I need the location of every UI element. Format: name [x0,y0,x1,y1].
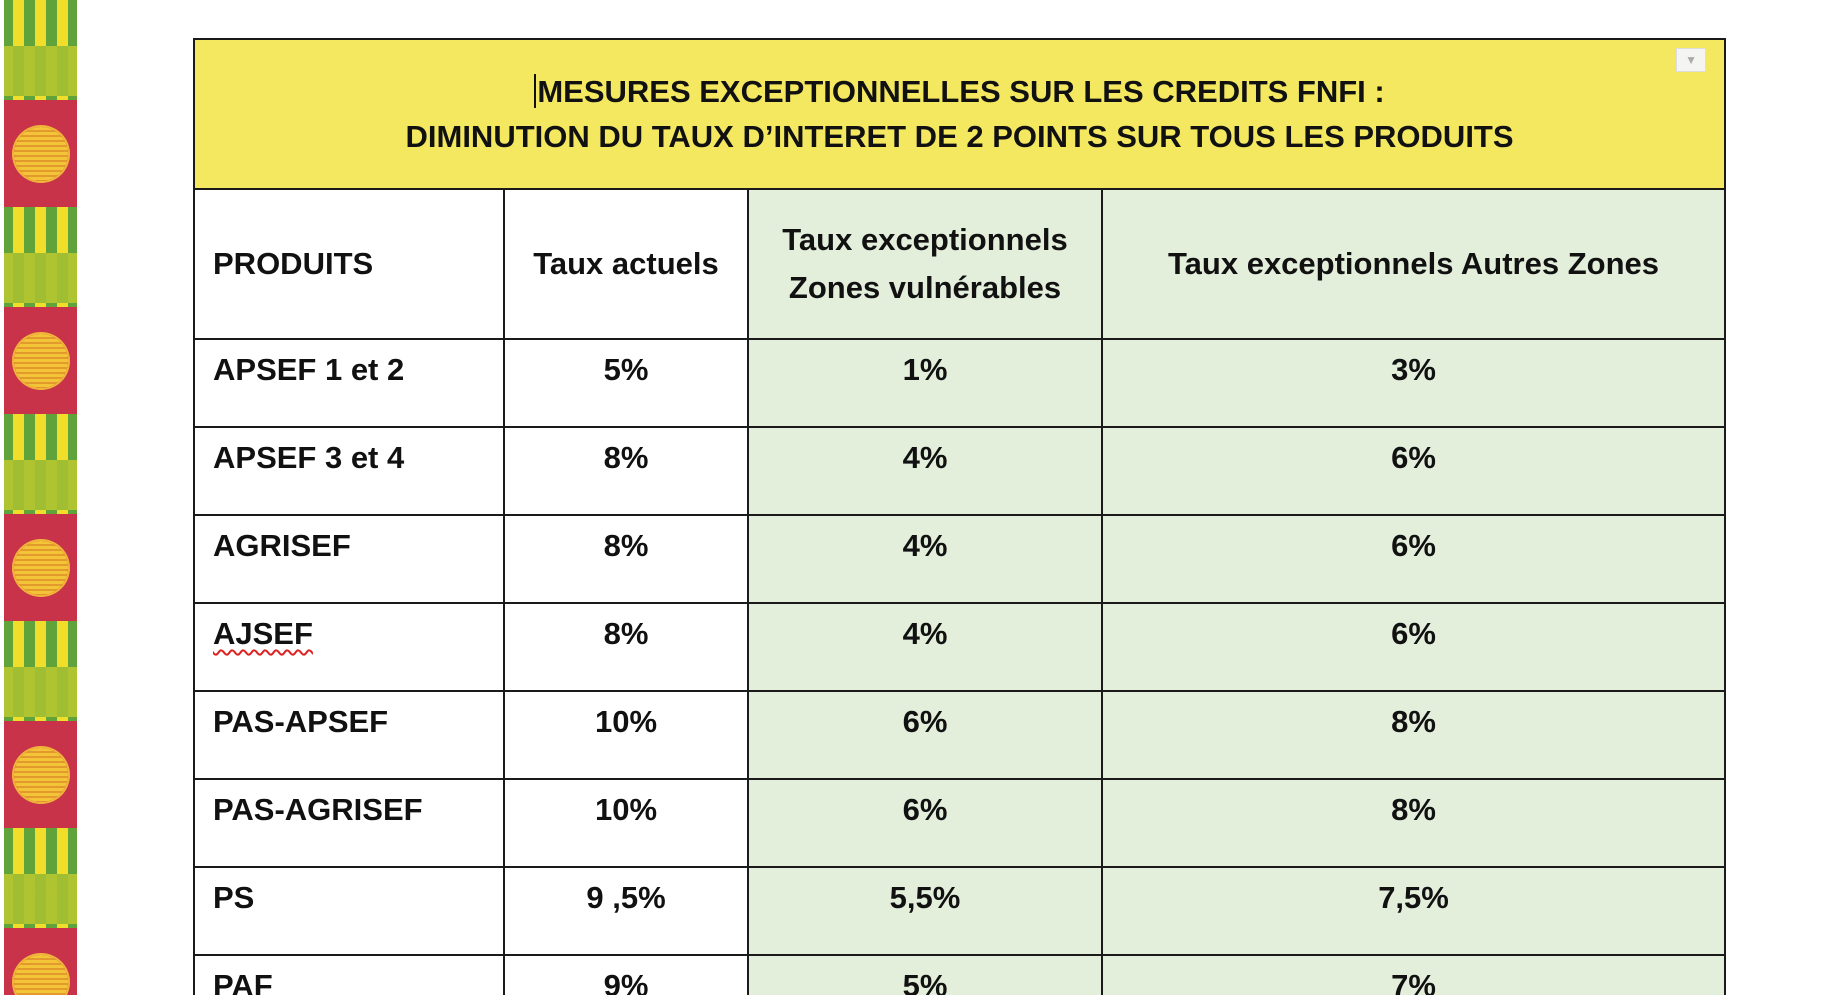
header-zones-vulnerables[interactable]: Taux exceptionnels Zones vulnérables [747,188,1103,340]
cell-taux-autres[interactable]: 8% [1100,690,1727,780]
cell-produit[interactable]: PAS-APSEF [193,690,505,780]
cell-taux-vulnerable[interactable]: 4% [747,514,1103,604]
cell-taux-vulnerable[interactable]: 5,5% [747,866,1103,956]
header-zones-vulnerables-line1: Taux exceptionnels [782,222,1068,257]
cell-produit[interactable]: AGRISEF [193,514,505,604]
kente-sun-block [4,514,77,621]
kente-stripe-block [4,828,77,928]
cell-taux-autres[interactable]: 7% [1100,954,1727,995]
table-row: AJSEF 8% 4% 6% [193,602,1727,692]
header-produits[interactable]: PRODUITS [193,188,505,340]
header-autres-zones[interactable]: Taux exceptionnels Autres Zones [1100,188,1727,340]
kente-sun-block [4,307,77,414]
cell-produit[interactable]: PAF [193,954,505,995]
table-row: PS 9 ,5% 5,5% 7,5% [193,866,1727,956]
cell-taux-vulnerable[interactable]: 5% [747,954,1103,995]
cell-taux-actuel[interactable]: 10% [503,778,749,868]
fnfi-rates-table[interactable]: MESURES EXCEPTIONNELLES SUR LES CREDITS … [192,38,1727,995]
table-row: PAS-APSEF 10% 6% 8% [193,690,1727,780]
cell-taux-actuel[interactable]: 9% [503,954,749,995]
header-row: PRODUITS Taux actuels Taux exceptionnels… [193,188,1727,340]
sun-emblem-icon [13,333,68,388]
cell-taux-autres[interactable]: 3% [1100,338,1727,428]
cell-taux-actuel[interactable]: 8% [503,602,749,692]
table-body: APSEF 1 et 2 5% 1% 3% APSEF 3 et 4 8% 4% 6% AGRI… [193,338,1727,995]
cell-taux-vulnerable[interactable]: 4% [747,426,1103,516]
kente-stripe-block [4,621,77,721]
cell-taux-vulnerable[interactable]: 6% [747,690,1103,780]
kente-sun-block [4,100,77,207]
cell-produit[interactable]: PAS-AGRISEF [193,778,505,868]
kente-stripe-block [4,0,77,100]
sun-emblem-icon [13,954,68,995]
text-cursor [534,74,537,108]
cell-produit[interactable]: APSEF 1 et 2 [193,338,505,428]
table-row: APSEF 3 et 4 8% 4% 6% [193,426,1727,516]
kente-sun-block [4,721,77,828]
header-taux-actuels[interactable]: Taux actuels [503,188,749,340]
table-title[interactable]: MESURES EXCEPTIONNELLES SUR LES CREDITS … [192,38,1727,190]
cell-produit[interactable]: PS [193,866,505,956]
cell-taux-autres[interactable]: 6% [1100,514,1727,604]
sun-emblem-icon [13,126,68,181]
cell-taux-autres[interactable]: 7,5% [1100,866,1727,956]
cell-taux-actuel[interactable]: 5% [503,338,749,428]
kente-sun-block [4,928,77,995]
kente-stripe-block [4,414,77,514]
header-zones-vulnerables-line2: Zones vulnérables [788,270,1062,305]
cell-taux-actuel[interactable]: 8% [503,514,749,604]
cell-taux-vulnerable[interactable]: 6% [747,778,1103,868]
table-row: PAS-AGRISEF 10% 6% 8% [193,778,1727,868]
cell-taux-autres[interactable]: 8% [1100,778,1727,868]
sun-emblem-icon [13,747,68,802]
decorative-left-border [4,0,77,995]
kente-stripe-block [4,207,77,307]
cell-taux-vulnerable[interactable]: 4% [747,602,1103,692]
cell-taux-actuel[interactable]: 8% [503,426,749,516]
cell-taux-actuel[interactable]: 9 ,5% [503,866,749,956]
cell-taux-vulnerable[interactable]: 1% [747,338,1103,428]
cell-produit[interactable]: APSEF 3 et 4 [193,426,505,516]
sun-emblem-icon [13,540,68,595]
table-row: PAF 9% 5% 7% [193,954,1727,995]
cell-produit[interactable]: AJSEF [193,602,505,692]
title-line-2: DIMINUTION DU TAUX D’INTERET DE 2 POINTS… [405,119,1514,154]
title-line-1: MESURES EXCEPTIONNELLES SUR LES CREDITS … [195,69,1724,114]
cell-taux-autres[interactable]: 6% [1100,602,1727,692]
cell-taux-actuel[interactable]: 10% [503,690,749,780]
chevron-down-icon[interactable]: ▼ [1676,48,1707,72]
table-row: APSEF 1 et 2 5% 1% 3% [193,338,1727,428]
table-row: AGRISEF 8% 4% 6% [193,514,1727,604]
cell-taux-autres[interactable]: 6% [1100,426,1727,516]
